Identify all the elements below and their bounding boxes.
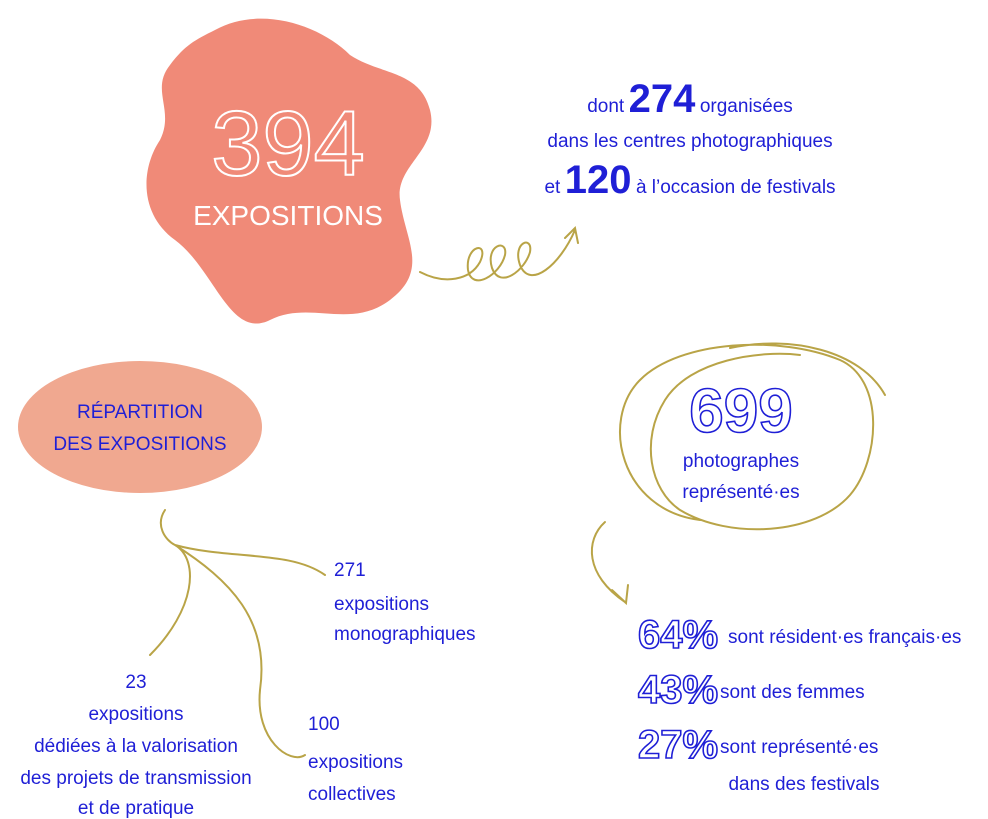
text: dont bbox=[587, 96, 625, 117]
branch-number: 23 bbox=[125, 672, 146, 693]
down-arrow bbox=[592, 522, 628, 603]
number: 274 bbox=[629, 77, 696, 121]
infographic: 394 EXPOSITIONS dont 274 organisées dans… bbox=[0, 0, 988, 819]
text: et bbox=[544, 177, 561, 198]
text: organisées bbox=[700, 96, 793, 117]
branch-number: 271 bbox=[334, 560, 366, 581]
title-ellipse bbox=[18, 361, 262, 493]
breakdown-line: dont 274 organisées bbox=[587, 77, 793, 121]
headline-number: 394 bbox=[211, 93, 365, 195]
branch-text: monographiques bbox=[334, 624, 476, 645]
stat-text: sont représenté·es bbox=[720, 737, 878, 758]
branch-text: et de pratique bbox=[78, 798, 194, 819]
breakdown-line: et 120 à l’occasion de festivals bbox=[544, 158, 835, 202]
stat-text: dans des festivals bbox=[728, 774, 879, 795]
photographers-text: représenté·es bbox=[682, 482, 799, 503]
stat-percent: 64% bbox=[638, 613, 718, 657]
branch-text: des projets de transmission bbox=[20, 768, 251, 789]
branch-text: expositions bbox=[308, 752, 403, 773]
stat-percent: 27% bbox=[638, 723, 718, 767]
branch-text: expositions bbox=[88, 704, 183, 725]
stat-text: sont résident·es français·es bbox=[728, 627, 961, 648]
headline-label: EXPOSITIONS bbox=[193, 200, 383, 231]
distribution-title: DES EXPOSITIONS bbox=[53, 434, 226, 455]
branch-text: collectives bbox=[308, 784, 396, 805]
breakdown-line: dans les centres photographiques bbox=[547, 131, 832, 152]
branch-text: dédiées à la valorisation bbox=[34, 736, 238, 757]
branch-number: 100 bbox=[308, 714, 340, 735]
stat-text: sont des femmes bbox=[720, 682, 865, 703]
number: 120 bbox=[565, 158, 632, 202]
photographers-text: photographes bbox=[683, 451, 799, 472]
branch-text: expositions bbox=[334, 594, 429, 615]
photographers-number: 699 bbox=[689, 377, 792, 446]
page: 394 EXPOSITIONS dont 274 organisées dans… bbox=[0, 0, 988, 819]
squiggle-arrow bbox=[420, 228, 578, 280]
text: à l’occasion de festivals bbox=[636, 177, 836, 198]
distribution-title: RÉPARTITION bbox=[77, 402, 203, 423]
stat-percent: 43% bbox=[638, 668, 718, 712]
